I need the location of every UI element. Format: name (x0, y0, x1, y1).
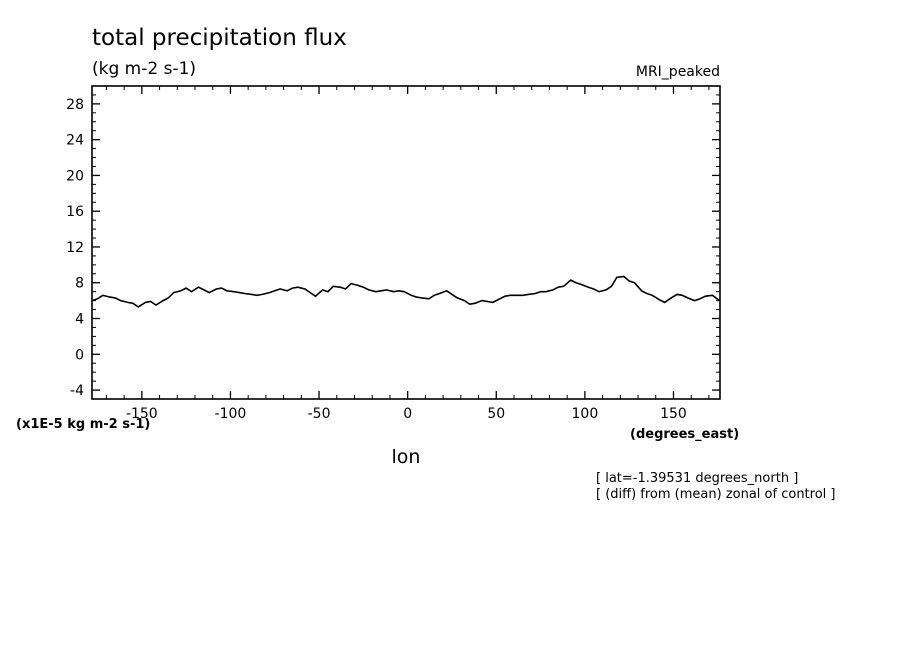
chart-units: (kg m-2 s-1) (92, 59, 196, 79)
y-minor-ticks (92, 85, 720, 400)
y-scale-label: (x1E-5 kg m-2 s-1) (16, 417, 150, 432)
y-tick-label: 8 (75, 276, 84, 292)
x-units-label: (degrees_east) (630, 427, 739, 442)
x-minor-ticks (105, 86, 710, 399)
x-axis: -150 -100 -50 0 50 100 150 (126, 86, 687, 422)
note-lat: [ lat=-1.39531 degrees_north ] (596, 471, 798, 486)
y-tick-label: 20 (66, 168, 84, 184)
data-line (91, 275, 721, 308)
model-label: MRI_peaked (636, 64, 720, 80)
x-tick-label: 0 (403, 406, 412, 422)
x-axis-title: lon (392, 446, 421, 468)
x-tick-label: 100 (572, 406, 599, 422)
x-tick-label: -50 (308, 406, 331, 422)
x-tick-label: -150 (126, 406, 158, 422)
y-axis: -4 0 4 8 12 16 20 24 28 (66, 97, 720, 399)
y-tick-label: 12 (66, 240, 84, 256)
plot-frame (91, 85, 721, 400)
y-tick-label: 16 (66, 204, 84, 220)
x-tick-label: 50 (487, 406, 505, 422)
y-tick-label: -4 (70, 383, 84, 399)
y-tick-label: 24 (66, 133, 84, 149)
x-tick-label: 150 (660, 406, 687, 422)
chart-title: total precipitation flux (92, 25, 347, 51)
x-tick-label: -100 (215, 406, 247, 422)
y-tick-label: 0 (75, 347, 84, 363)
y-tick-label: 4 (75, 312, 84, 328)
y-tick-label: 28 (66, 97, 84, 113)
note-diff: [ (diff) from (mean) zonal of control ] (596, 487, 835, 502)
